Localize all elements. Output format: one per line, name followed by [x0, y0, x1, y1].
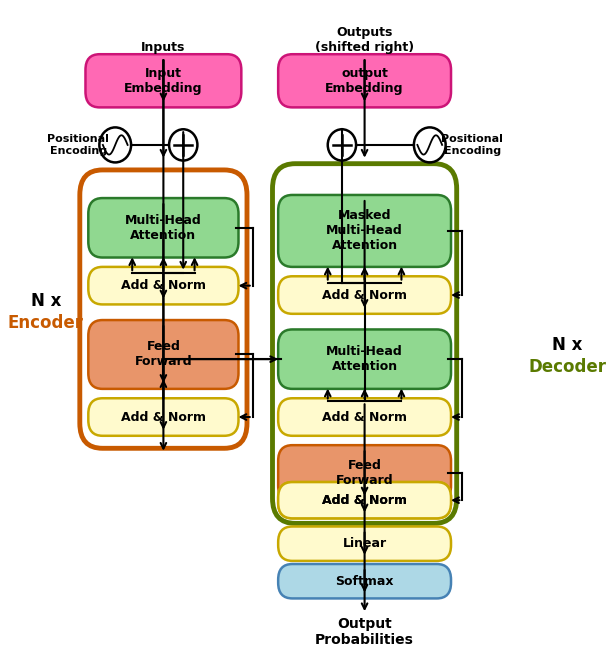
Text: Encoder: Encoder	[8, 314, 84, 332]
Text: Inputs: Inputs	[141, 41, 185, 54]
Text: Add & Norm: Add & Norm	[322, 494, 407, 507]
FancyBboxPatch shape	[88, 320, 238, 389]
Text: Softmax: Softmax	[335, 575, 394, 588]
FancyBboxPatch shape	[278, 445, 451, 502]
Text: N x: N x	[552, 336, 583, 354]
Text: Multi-Head
Attention: Multi-Head Attention	[125, 214, 202, 242]
FancyBboxPatch shape	[88, 398, 238, 436]
Text: Outputs
(shifted right): Outputs (shifted right)	[315, 26, 414, 54]
FancyBboxPatch shape	[278, 54, 451, 107]
Text: Add & Norm: Add & Norm	[121, 279, 206, 292]
Text: Feed
Forward: Feed Forward	[336, 459, 394, 487]
Text: Feed
Forward: Feed Forward	[134, 341, 192, 368]
Text: Add & Norm: Add & Norm	[322, 411, 407, 424]
FancyBboxPatch shape	[88, 267, 238, 304]
FancyBboxPatch shape	[278, 195, 451, 267]
Text: Positional
Encoding: Positional Encoding	[47, 134, 109, 156]
Text: Multi-Head
Attention: Multi-Head Attention	[326, 345, 403, 373]
FancyBboxPatch shape	[278, 564, 451, 598]
FancyBboxPatch shape	[278, 482, 451, 519]
FancyBboxPatch shape	[278, 526, 451, 561]
Text: Linear: Linear	[343, 537, 387, 550]
FancyBboxPatch shape	[278, 276, 451, 314]
FancyBboxPatch shape	[278, 482, 451, 519]
Text: Input
Embedding: Input Embedding	[124, 67, 203, 95]
Text: Decoder: Decoder	[528, 358, 606, 376]
Text: Positional
Encoding: Positional Encoding	[441, 134, 503, 156]
Text: Add & Norm: Add & Norm	[322, 288, 407, 301]
Text: Add & Norm: Add & Norm	[322, 494, 407, 507]
Text: Output
Probabilities: Output Probabilities	[315, 617, 414, 647]
FancyBboxPatch shape	[88, 198, 238, 258]
Text: output
Embedding: output Embedding	[325, 67, 404, 95]
FancyBboxPatch shape	[278, 398, 451, 436]
Text: Add & Norm: Add & Norm	[121, 411, 206, 424]
Text: Masked
Multi-Head
Attention: Masked Multi-Head Attention	[326, 209, 403, 252]
Text: N x: N x	[31, 292, 61, 310]
FancyBboxPatch shape	[278, 330, 451, 389]
FancyBboxPatch shape	[85, 54, 241, 107]
